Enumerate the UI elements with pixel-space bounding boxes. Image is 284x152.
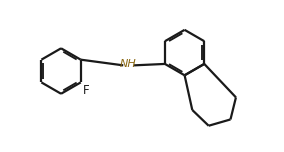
Text: F: F — [83, 84, 89, 97]
Text: NH: NH — [120, 59, 137, 69]
